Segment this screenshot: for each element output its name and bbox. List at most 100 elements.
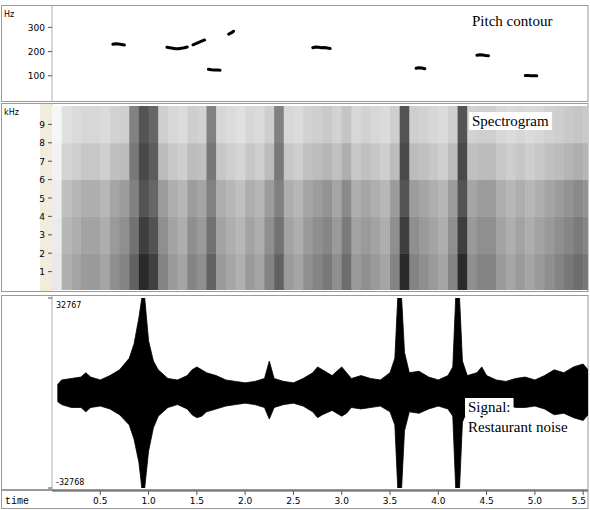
axis-line [52,6,53,102]
spectrogram-cell [264,216,274,253]
spectrogram-cell [313,253,323,290]
waveform [58,298,588,488]
spectrogram-cell [264,253,274,290]
axis-title: time [5,496,29,507]
spectrogram-cell [235,143,245,180]
title-group: Pitch contour [469,12,555,30]
spectrogram-cell [409,180,419,217]
spectrogram-cell [487,216,497,253]
spectrogram-cell [506,253,516,290]
spectrogram-cell [332,216,342,253]
spectrogram-cell [351,143,361,180]
tick-mark [48,75,52,76]
spectrogram-cell [351,106,361,143]
spectrogram-cell [255,143,265,180]
title-patch [465,418,571,436]
tick-label: 5 [39,194,45,204]
tick-label: 5.0 [528,496,543,506]
spectrogram-cell [574,143,584,180]
tick-label: 100 [28,71,45,81]
spectrogram-cell [149,106,159,143]
spectrogram-cell [81,253,91,290]
spectrogram-cell [293,180,303,217]
spectrogram-cell [496,216,506,253]
title-group: Signal: [465,398,514,416]
spectrogram-cell [342,180,352,217]
spectrogram-cell [438,106,448,143]
spectrogram-cell [380,106,390,143]
spectrogram-cell [574,253,584,290]
spectrogram-cell [332,106,342,143]
spectrogram-cell [129,216,139,253]
spectrogram-cell [264,106,274,143]
spectrogram-cell [158,253,168,290]
spectrogram-cell [235,180,245,217]
spectrogram-cell [419,180,429,217]
spectrogram-cell [448,216,458,253]
panel-title: Restaurant noise [468,419,568,435]
spectrogram-cell [583,253,588,290]
tick-label: 9 [39,120,45,130]
axis-title: Hz [4,10,14,19]
spectrogram-cell [178,216,188,253]
spectrogram-cell [564,216,574,253]
tick-mark [583,491,584,495]
spectrogram-cell [52,216,62,253]
spectrogram-cell [139,216,149,253]
spectrogram-cell [81,106,91,143]
spectrogram-cell [361,216,371,253]
spectrogram-cell [380,180,390,217]
axis-strip [40,104,52,291]
spectrogram-cell [197,106,207,143]
spectrogram-cell [226,216,236,253]
spectrogram-cell [535,253,545,290]
spectrogram-cell [371,253,381,290]
spectrogram-cell [110,143,120,180]
spectrogram-cell [303,253,313,290]
spectrogram-cell [448,143,458,180]
spectrogram-cell [525,180,535,217]
spectrogram-cell [216,106,226,143]
spectrogram-cell [448,106,458,143]
pitch-line [113,31,537,76]
spectrogram-cell [583,216,588,253]
spectrogram-cell [168,216,178,253]
spectrogram-cell [255,216,265,253]
panel-frame [2,6,589,102]
spectrogram-cell [342,106,352,143]
spectrogram-cell [438,143,448,180]
spectrogram-cell [583,180,588,217]
tick-mark [48,27,52,28]
tick-label: 4.5 [479,496,493,506]
spectrogram-cell [554,216,564,253]
spectrogram-cell [129,143,139,180]
spectrogram-cell [429,253,439,290]
spectrogram-cell [274,253,284,290]
tick-label: 1 [39,267,45,277]
tick-mark [48,161,52,162]
spectrogram-cell [216,180,226,217]
spectrogram-cell [342,143,352,180]
spectrogram-cell [129,106,139,143]
spectrogram-cell [516,253,526,290]
spectrogram-cell [216,216,226,253]
tick-mark [486,491,487,495]
spectrogram-cell [322,253,332,290]
spectrogram-cell [390,106,400,143]
spectrogram-cell [226,253,236,290]
spectrogram-cell [313,143,323,180]
spectrogram-cell [207,106,217,143]
spectrogram-cell [139,106,149,143]
spectrogram-cell [120,253,130,290]
spectrogram-cell [390,180,400,217]
spectrogram-cell [110,180,120,217]
spectrogram-cell [361,106,371,143]
spectrogram-cell [71,253,81,290]
panel-title: Signal: [468,399,511,415]
tick-label: 4 [39,212,45,222]
spectrogram-cell [197,180,207,217]
spectrogram-cell [467,143,477,180]
panel-frame [2,296,589,490]
spectrogram-cell [351,216,361,253]
spectrogram-cell [274,143,284,180]
